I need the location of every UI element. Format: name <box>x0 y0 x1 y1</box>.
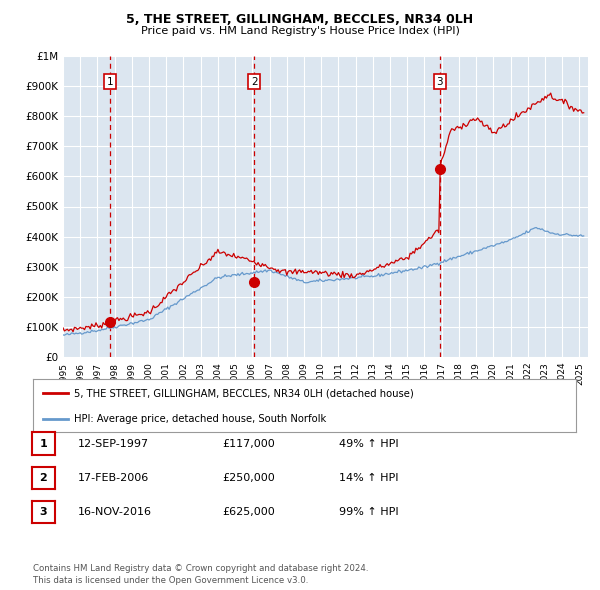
Text: 2: 2 <box>251 77 258 87</box>
Text: 2: 2 <box>40 473 47 483</box>
Text: 3: 3 <box>436 77 443 87</box>
Text: Price paid vs. HM Land Registry's House Price Index (HPI): Price paid vs. HM Land Registry's House … <box>140 26 460 36</box>
Text: 5, THE STREET, GILLINGHAM, BECCLES, NR34 0LH (detached house): 5, THE STREET, GILLINGHAM, BECCLES, NR34… <box>74 388 413 398</box>
Text: 1: 1 <box>40 439 47 448</box>
Text: 12-SEP-1997: 12-SEP-1997 <box>78 439 149 448</box>
Text: 99% ↑ HPI: 99% ↑ HPI <box>339 507 398 517</box>
Text: £250,000: £250,000 <box>222 473 275 483</box>
Text: 3: 3 <box>40 507 47 517</box>
Text: 1: 1 <box>106 77 113 87</box>
Text: HPI: Average price, detached house, South Norfolk: HPI: Average price, detached house, Sout… <box>74 414 326 424</box>
Text: 17-FEB-2006: 17-FEB-2006 <box>78 473 149 483</box>
Text: £625,000: £625,000 <box>222 507 275 517</box>
Text: 5, THE STREET, GILLINGHAM, BECCLES, NR34 0LH: 5, THE STREET, GILLINGHAM, BECCLES, NR34… <box>127 13 473 26</box>
Text: £117,000: £117,000 <box>222 439 275 448</box>
Text: 49% ↑ HPI: 49% ↑ HPI <box>339 439 398 448</box>
Text: Contains HM Land Registry data © Crown copyright and database right 2024.
This d: Contains HM Land Registry data © Crown c… <box>33 565 368 585</box>
Text: 16-NOV-2016: 16-NOV-2016 <box>78 507 152 517</box>
Text: 14% ↑ HPI: 14% ↑ HPI <box>339 473 398 483</box>
